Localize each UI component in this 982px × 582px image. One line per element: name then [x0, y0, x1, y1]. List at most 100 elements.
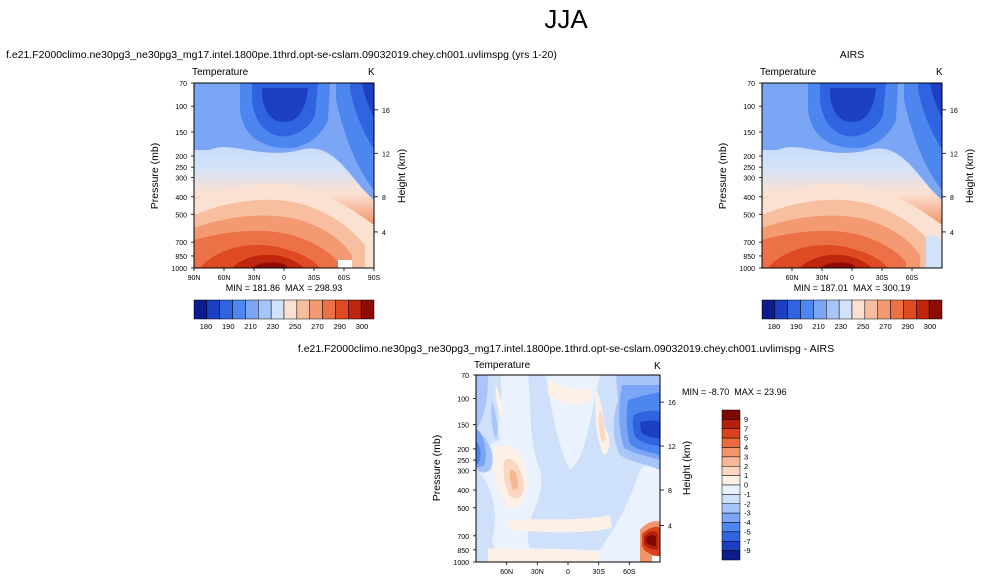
colorbar-swatch — [270, 299, 285, 320]
contour-warm-7 — [252, 262, 288, 268]
max-label: MAX = 300.19 — [853, 283, 910, 293]
height-tick-label: 4 — [668, 524, 672, 531]
pressure-tick-label: 150 — [457, 423, 469, 430]
latitude-tick-label: 60S — [623, 569, 636, 576]
height-tick-label: 16 — [668, 400, 676, 407]
pressure-tick-label: 500 — [457, 506, 469, 513]
pressure-tick-label: 1000 — [453, 560, 469, 567]
latitude-tick-label: 0 — [282, 275, 286, 282]
colorbar-swatch — [761, 299, 776, 320]
pressure-tick-label: 250 — [175, 165, 187, 172]
colorbar-label: 250 — [289, 322, 302, 331]
height-tick-label: 8 — [950, 195, 954, 202]
y-axis-label: Pressure (mb) — [431, 435, 443, 502]
latitude-tick-label: 0 — [850, 275, 854, 282]
colorbar-swatch — [322, 299, 336, 320]
latitude-tick-label: 60N — [500, 569, 513, 576]
colorbar-label: 3 — [744, 452, 748, 461]
colorbar-label: 1 — [744, 471, 748, 480]
colorbar-swatch — [245, 299, 259, 320]
temperature-field — [194, 83, 374, 268]
temperature-field — [762, 83, 942, 268]
colorbar-label: -4 — [744, 518, 751, 527]
colorbar-label: 290 — [333, 322, 346, 331]
colorbar-swatch — [774, 299, 788, 320]
colorbar-label: 210 — [244, 322, 257, 331]
colorbar-label: -9 — [744, 546, 751, 555]
colorbar-swatch — [877, 299, 891, 320]
latitude-tick-label: 0 — [566, 569, 570, 576]
pressure-tick-label: 1000 — [739, 266, 755, 273]
y2-axis-label: Height (km) — [681, 441, 693, 495]
panel-right-label: K — [654, 361, 661, 372]
latitude-tick-label: 60N — [218, 275, 231, 282]
colorbar-swatch — [890, 299, 904, 320]
colorbar-swatch — [721, 409, 741, 420]
height-tick-label: 12 — [382, 151, 390, 158]
colorbar-swatch — [335, 299, 349, 320]
axis-ticks: 70 100 150 200 250 300 400 500 700 850 1000 60N 30N 0… — [739, 81, 957, 282]
min-label: MIN = 187.01 — [794, 283, 848, 293]
contour-warm-7 — [820, 262, 856, 268]
y-axis-label: Pressure (mb) — [717, 143, 729, 210]
contour-neg-6 — [640, 420, 660, 438]
colorbar-swatch — [206, 299, 220, 320]
colorbar-swatch — [232, 299, 246, 320]
colorbar-swatch — [721, 456, 741, 467]
latitude-tick-label: 60S — [338, 275, 351, 282]
figure-title: JJA — [544, 4, 588, 34]
colorbar-swatch — [721, 503, 741, 514]
missing-data-patch — [338, 260, 352, 268]
colorbar-swatch — [721, 550, 741, 561]
axis-ticks: 70 100 150 200 250 300 400 500 700 850 1000 60N 30N 0… — [453, 373, 675, 576]
pressure-tick-label: 100 — [457, 396, 469, 403]
pressure-tick-label: 70 — [461, 373, 469, 380]
missing-data-patch — [652, 556, 660, 562]
colorbar-label: 2 — [744, 462, 748, 471]
latitude-tick-label: 60S — [906, 275, 919, 282]
panel-right-label: K — [368, 67, 375, 78]
colorbar-swatch — [721, 437, 741, 448]
colorbar-swatch — [721, 447, 741, 458]
difference-field — [476, 375, 660, 562]
pressure-tick-label: 300 — [457, 468, 469, 475]
colorbar-swatch — [721, 531, 741, 542]
min-max-label: MIN = 181.86 MAX = 298.93 — [226, 283, 343, 293]
colorbar-label: -5 — [744, 527, 751, 536]
latitude-tick-label: 30S — [308, 275, 321, 282]
pressure-tick-label: 700 — [175, 240, 187, 247]
pressure-tick-label: 100 — [175, 104, 187, 111]
pressure-tick-label: 250 — [457, 458, 469, 465]
latitude-tick-label: 30N — [531, 569, 544, 576]
colorbar-swatch — [348, 299, 362, 320]
y2-axis-label: Height (km) — [964, 149, 976, 203]
colorbar-swatch — [721, 428, 741, 439]
colorbar-swatch — [360, 299, 375, 320]
colorbar-swatch — [851, 299, 866, 320]
contour-warm-6 — [800, 254, 872, 268]
pressure-tick-label: 70 — [747, 81, 755, 88]
colorbar-label: 180 — [768, 322, 781, 331]
colorbar: 180 190 210 230 250 270 290 300 — [761, 299, 943, 331]
panel-model: f.e21.F2000climo.ne30pg3_ne30pg3_mg17.in… — [6, 49, 557, 331]
pressure-tick-label: 1000 — [171, 266, 187, 273]
colorbar-swatch — [296, 299, 310, 320]
max-label: MAX = 298.93 — [285, 283, 342, 293]
panel-difference: f.e21.F2000climo.ne30pg3_ne30pg3_mg17.in… — [298, 343, 834, 576]
colorbar-label: 190 — [790, 322, 803, 331]
colorbar-swatch — [721, 512, 741, 523]
colorbar-swatch — [864, 299, 878, 320]
contour-surface-warm-4 — [646, 535, 656, 546]
colorbar-swatch — [903, 299, 917, 320]
pressure-tick-label: 500 — [743, 212, 755, 219]
colorbar-label: -7 — [744, 537, 751, 546]
colorbar-swatch — [800, 299, 814, 320]
contour-cold-4 — [262, 83, 374, 122]
contour-pos-3 — [509, 469, 519, 490]
colorbar-swatch — [721, 484, 741, 495]
contour-neg-4 — [476, 392, 660, 464]
height-tick-label: 8 — [668, 488, 672, 495]
colorbar-swatch — [721, 466, 741, 476]
